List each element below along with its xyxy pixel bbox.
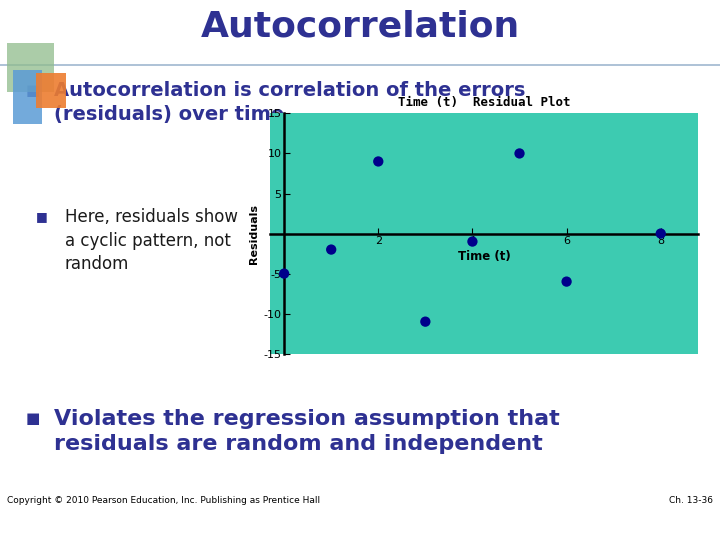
Text: Here, residuals show
a cyclic pattern, not
random: Here, residuals show a cyclic pattern, n… bbox=[65, 208, 238, 273]
Text: Autocorrelation: Autocorrelation bbox=[200, 10, 520, 44]
Y-axis label: Residuals: Residuals bbox=[249, 204, 259, 264]
Text: ■: ■ bbox=[36, 210, 48, 223]
Text: ■: ■ bbox=[25, 411, 40, 427]
Text: Copyright © 2010 Pearson Education, Inc. Publishing as Prentice Hall: Copyright © 2010 Pearson Education, Inc.… bbox=[7, 496, 320, 505]
Point bbox=[467, 237, 478, 246]
Point bbox=[514, 149, 526, 158]
X-axis label: Time (t): Time (t) bbox=[458, 251, 510, 264]
Point bbox=[561, 278, 572, 286]
Point bbox=[279, 269, 290, 278]
Title: Time (t)  Residual Plot: Time (t) Residual Plot bbox=[398, 97, 570, 110]
Text: Autocorrelation is correlation of the errors
(residuals) over time: Autocorrelation is correlation of the er… bbox=[54, 81, 526, 124]
Point bbox=[655, 229, 667, 238]
Point bbox=[325, 245, 337, 254]
Point bbox=[372, 157, 384, 166]
Point bbox=[420, 318, 431, 326]
Text: ■: ■ bbox=[25, 83, 40, 98]
Text: Ch. 13-36: Ch. 13-36 bbox=[669, 496, 713, 505]
Text: Violates the regression assumption that
residuals are random and independent: Violates the regression assumption that … bbox=[54, 409, 559, 454]
